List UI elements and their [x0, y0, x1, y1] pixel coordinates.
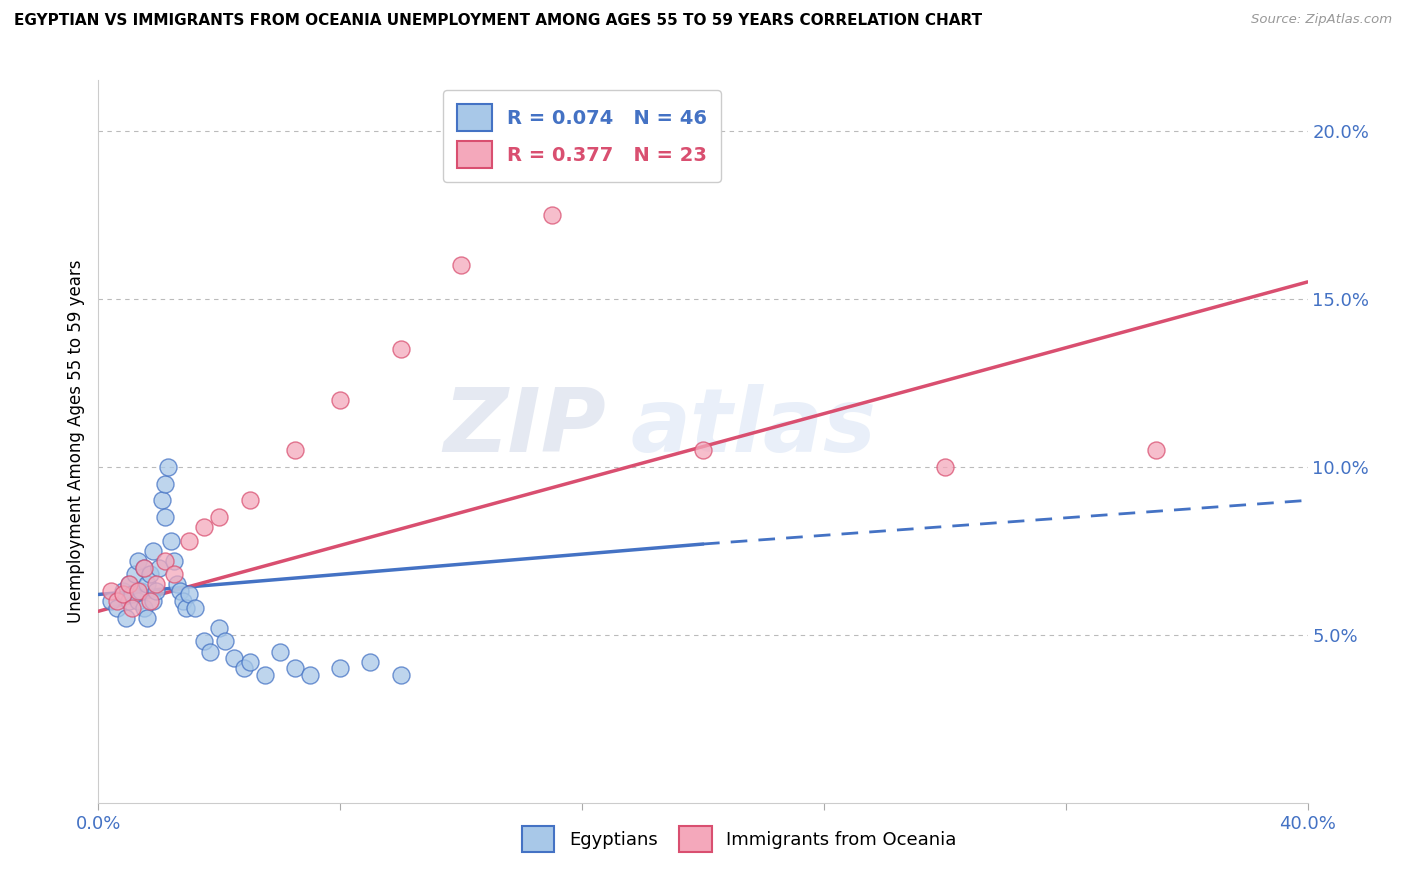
Point	[121, 587, 143, 601]
Legend: Egyptians, Immigrants from Oceania: Egyptians, Immigrants from Oceania	[515, 819, 965, 859]
Point	[253, 668, 276, 682]
Point	[179, 533, 201, 548]
Point	[105, 600, 128, 615]
Point	[132, 560, 155, 574]
Point	[127, 554, 149, 568]
Point	[156, 459, 179, 474]
Point	[329, 392, 352, 407]
Point	[284, 442, 307, 457]
Point	[163, 567, 186, 582]
Point	[153, 476, 176, 491]
Point	[118, 594, 141, 608]
Point	[389, 342, 412, 356]
Point	[193, 634, 215, 648]
Point	[692, 442, 714, 457]
Point	[153, 554, 176, 568]
Point	[329, 661, 352, 675]
Point	[114, 611, 136, 625]
Point	[118, 577, 141, 591]
Point	[100, 584, 122, 599]
Point	[148, 560, 170, 574]
Point	[214, 634, 236, 648]
Point	[299, 668, 322, 682]
Point	[139, 594, 162, 608]
Point	[200, 644, 222, 658]
Point	[166, 577, 188, 591]
Point	[284, 661, 307, 675]
Point	[389, 668, 412, 682]
Point	[163, 554, 186, 568]
Point	[193, 520, 215, 534]
Point	[135, 611, 157, 625]
Point	[121, 600, 143, 615]
Point	[174, 600, 197, 615]
Point	[118, 577, 141, 591]
Point	[208, 621, 231, 635]
Point	[129, 584, 152, 599]
Point	[934, 459, 956, 474]
Point	[145, 577, 167, 591]
Point	[124, 567, 146, 582]
Text: ZIP: ZIP	[443, 384, 606, 471]
Point	[239, 493, 262, 508]
Point	[132, 560, 155, 574]
Text: EGYPTIAN VS IMMIGRANTS FROM OCEANIA UNEMPLOYMENT AMONG AGES 55 TO 59 YEARS CORRE: EGYPTIAN VS IMMIGRANTS FROM OCEANIA UNEM…	[14, 13, 983, 29]
Point	[450, 258, 472, 272]
Point	[239, 655, 262, 669]
Point	[208, 510, 231, 524]
Point	[135, 577, 157, 591]
Point	[145, 584, 167, 599]
Point	[269, 644, 291, 658]
Point	[142, 543, 165, 558]
Point	[142, 594, 165, 608]
Point	[224, 651, 246, 665]
Y-axis label: Unemployment Among Ages 55 to 59 years: Unemployment Among Ages 55 to 59 years	[66, 260, 84, 624]
Point	[232, 661, 254, 675]
Point	[139, 567, 162, 582]
Point	[150, 493, 173, 508]
Point	[169, 584, 191, 599]
Point	[179, 587, 201, 601]
Point	[111, 584, 134, 599]
Point	[1144, 442, 1167, 457]
Text: Source: ZipAtlas.com: Source: ZipAtlas.com	[1251, 13, 1392, 27]
Point	[153, 510, 176, 524]
Point	[127, 584, 149, 599]
Point	[172, 594, 194, 608]
Point	[105, 594, 128, 608]
Point	[127, 594, 149, 608]
Point	[540, 208, 562, 222]
Text: atlas: atlas	[630, 384, 876, 471]
Point	[100, 594, 122, 608]
Point	[160, 533, 183, 548]
Point	[360, 655, 382, 669]
Point	[184, 600, 207, 615]
Point	[111, 587, 134, 601]
Point	[132, 600, 155, 615]
